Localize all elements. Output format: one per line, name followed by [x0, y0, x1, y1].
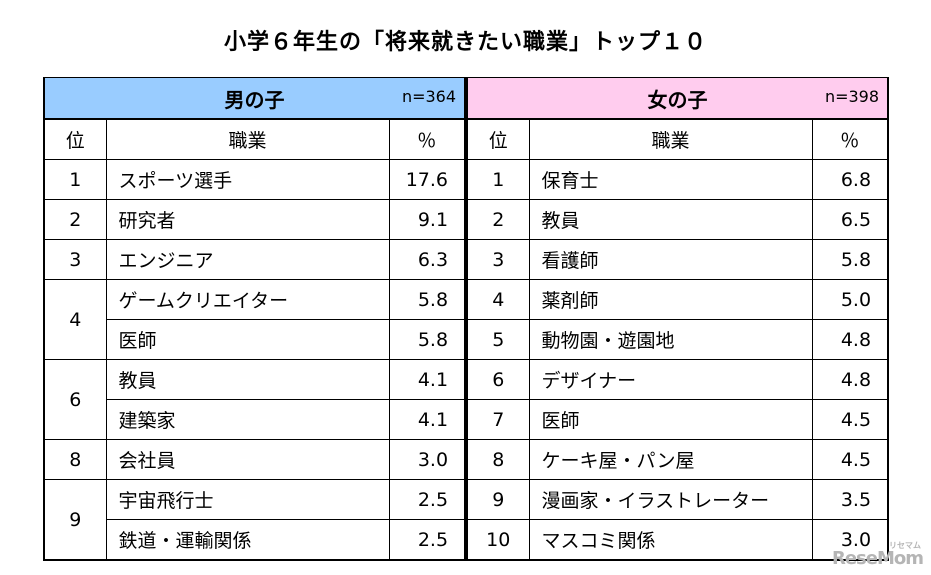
percent-cell: 2.5 [388, 479, 467, 520]
rank-cell: 10 [466, 519, 530, 561]
percent-cell: 9.1 [388, 199, 467, 240]
table-row: 9 漫画家・イラストレーター 3.5 [466, 479, 890, 520]
percent-cell: 3.0 [811, 519, 890, 561]
job-cell: 鉄道・運輸関係 [105, 519, 390, 561]
table-row: 1 スポーツ選手 17.6 [43, 159, 467, 200]
job-cell: 教員 [528, 199, 813, 240]
percent-cell: 3.5 [811, 479, 890, 520]
percent-cell: 5.8 [388, 319, 467, 360]
page-title: 小学６年生の「将来就きたい職業」トップ１０ [223, 30, 707, 55]
percent-cell: 4.5 [811, 439, 890, 480]
table-row: 8 会社員 3.0 [43, 439, 467, 480]
percent-cell: 4.1 [388, 359, 467, 400]
column-header-row: 位 職業 ％ [466, 118, 890, 160]
rank-cell: 2 [43, 199, 107, 240]
table-row: 鉄道・運輸関係 2.5 [44, 519, 467, 561]
table-row: 4 薬剤師 5.0 [466, 279, 890, 320]
rank-cell: 5 [466, 319, 530, 360]
job-cell: 医師 [528, 399, 813, 440]
job-cell: 医師 [105, 319, 390, 360]
rank-cell: 3 [43, 239, 107, 280]
resemom-watermark-logo: リセマム ReseMom [831, 541, 924, 569]
rank-cell: 1 [466, 159, 530, 200]
boys-group-header: 男の子 n=364 [42, 77, 467, 120]
percent-cell: 6.5 [811, 199, 890, 240]
table-row: 10 マスコミ関係 3.0 [466, 519, 890, 561]
percent-header: ％ [811, 118, 890, 160]
rank-cell: 9 [466, 479, 530, 520]
table-row: 5 動物園・遊園地 4.8 [466, 319, 890, 360]
job-cell: 漫画家・イラストレーター [528, 479, 813, 520]
job-cell: ゲームクリエイター [105, 279, 390, 320]
rank-cell: 9 [43, 479, 107, 561]
job-cell: 会社員 [105, 439, 390, 480]
percent-cell: 5.8 [811, 239, 890, 280]
table-row: 3 エンジニア 6.3 [43, 239, 467, 280]
percent-header: ％ [388, 118, 467, 160]
rank-header: 位 [466, 118, 530, 160]
job-cell: 研究者 [105, 199, 390, 240]
girls-group-header: 女の子 n=398 [465, 77, 890, 120]
table-row: 2 研究者 9.1 [43, 199, 467, 240]
table-row: 6 デザイナー 4.8 [466, 359, 890, 400]
table-row: 6 教員 4.1 [43, 359, 467, 440]
column-header-row: 位 職業 ％ [43, 118, 467, 160]
job-cell: 保育士 [528, 159, 813, 200]
job-cell: エンジニア [105, 239, 390, 280]
rank-cell: 4 [466, 279, 530, 320]
percent-cell: 6.8 [811, 159, 890, 200]
rank-cell: 8 [466, 439, 530, 480]
rank-cell: 2 [466, 199, 530, 240]
table-row: 8 ケーキ屋・パン屋 4.5 [466, 439, 890, 480]
girls-group-label: 女の子 [647, 88, 708, 112]
job-cell: ケーキ屋・パン屋 [528, 439, 813, 480]
girls-sample-size: n=398 [824, 87, 880, 106]
boys-group-label: 男の子 [224, 88, 285, 112]
job-cell: 教員 [105, 359, 390, 400]
rank-header: 位 [43, 118, 107, 160]
job-cell: マスコミ関係 [528, 519, 813, 561]
job-cell: 看護師 [528, 239, 813, 280]
percent-cell: 4.1 [388, 399, 467, 440]
girls-table: 女の子 n=398 位 職業 ％ 1 保育士 6.8 2 教員 6.5 3 看護… [465, 77, 890, 561]
table-row: 7 医師 4.5 [466, 399, 890, 440]
rank-cell: 6 [43, 359, 107, 440]
watermark-text: ReseMom [831, 548, 924, 569]
job-header: 職業 [105, 118, 390, 160]
table-row: 4 ゲームクリエイター 5.8 [43, 279, 467, 360]
job-cell: 薬剤師 [528, 279, 813, 320]
rank-cell: 3 [466, 239, 530, 280]
percent-cell: 3.0 [388, 439, 467, 480]
percent-cell: 4.8 [811, 319, 890, 360]
table-row: 1 保育士 6.8 [466, 159, 890, 200]
rank-cell: 8 [43, 439, 107, 480]
rank-cell: 6 [466, 359, 530, 400]
percent-cell: 4.5 [811, 399, 890, 440]
boys-sample-size: n=364 [401, 87, 457, 106]
percent-cell: 6.3 [388, 239, 467, 280]
job-cell: 動物園・遊園地 [528, 319, 813, 360]
rank-cell: 1 [43, 159, 107, 200]
table-row: 医師 5.8 [44, 319, 467, 360]
percent-cell: 5.0 [811, 279, 890, 320]
table-row: 2 教員 6.5 [466, 199, 890, 240]
table-row: 9 宇宙飛行士 2.5 [43, 479, 467, 561]
job-cell: 宇宙飛行士 [105, 479, 390, 520]
rank-cell: 7 [466, 399, 530, 440]
job-cell: デザイナー [528, 359, 813, 400]
percent-cell: 2.5 [388, 519, 467, 561]
table-row: 建築家 4.1 [44, 399, 467, 440]
percent-cell: 17.6 [388, 159, 467, 200]
boys-table: 男の子 n=364 位 職業 ％ 1 スポーツ選手 17.6 2 研究者 9.1… [42, 77, 467, 561]
watermark-kana: リセマム [889, 541, 921, 550]
percent-cell: 5.8 [388, 279, 467, 320]
percent-cell: 4.8 [811, 359, 890, 400]
rank-cell: 4 [43, 279, 107, 360]
table-row: 3 看護師 5.8 [466, 239, 890, 280]
job-cell: 建築家 [105, 399, 390, 440]
job-header: 職業 [528, 118, 813, 160]
job-cell: スポーツ選手 [105, 159, 390, 200]
